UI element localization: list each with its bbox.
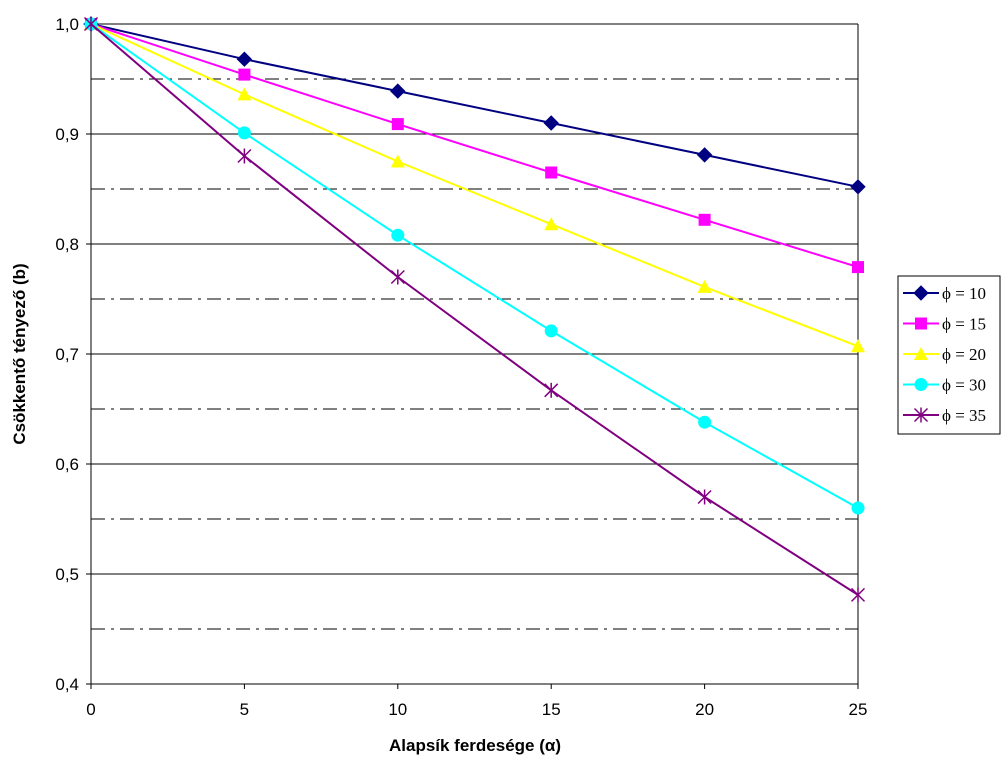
axes	[86, 23, 859, 689]
data-point	[237, 87, 252, 101]
y-tick-label: 0,4	[55, 675, 79, 694]
y-tick-label: 1,0	[55, 15, 79, 34]
data-point	[545, 166, 558, 179]
grid	[91, 23, 858, 630]
legend-label: ϕ = 35	[942, 406, 986, 425]
data-point	[391, 228, 405, 242]
y-tick-label: 0,9	[55, 125, 79, 144]
series-line	[90, 23, 859, 509]
y-tick-label: 0,5	[55, 565, 79, 584]
data-point	[390, 83, 406, 99]
data-point	[850, 179, 866, 195]
legend-marker	[914, 378, 928, 391]
data-point	[236, 51, 253, 67]
legend: ϕ = 10 ϕ = 15 ϕ = 20 ϕ = 30 ϕ = 35	[897, 275, 1001, 435]
x-tick-label: 25	[849, 700, 868, 719]
series-4	[83, 16, 866, 603]
data-point	[390, 154, 405, 168]
legend-marker	[913, 407, 929, 423]
y-tick-label: 0,7	[55, 345, 79, 364]
legend-label: ϕ = 15	[942, 315, 986, 334]
data-point	[237, 126, 251, 140]
series-2	[84, 17, 865, 353]
y-tick-label: 0,6	[55, 455, 79, 474]
legend-marker	[913, 285, 929, 301]
data-point	[851, 339, 865, 353]
data-point	[851, 501, 865, 515]
x-tick-label: 20	[695, 700, 714, 719]
legend-item: ϕ = 15	[903, 315, 986, 334]
tick-labels: 0,4 0,5 0,6 0,7 0,8 0,9 1,0 0 5 10 15 20 25	[55, 15, 867, 719]
series-line	[90, 23, 859, 348]
series-3	[84, 17, 865, 515]
legend-item: ϕ = 20	[903, 345, 986, 364]
data-point	[852, 261, 864, 274]
x-tick-label: 10	[388, 700, 407, 719]
legend-item: ϕ = 35	[903, 406, 986, 425]
series-0	[83, 16, 866, 195]
data-point	[83, 16, 99, 32]
data-point	[237, 148, 252, 164]
series-line	[90, 23, 859, 188]
data-point	[698, 415, 712, 429]
legend-label: ϕ = 10	[942, 284, 986, 303]
data-point	[697, 279, 712, 293]
data-point	[390, 269, 405, 285]
data-point	[697, 489, 712, 505]
data-point	[698, 213, 711, 226]
data-point	[544, 382, 559, 398]
y-axis-title: Csökkentő tényező (b)	[10, 263, 29, 444]
series-line	[90, 23, 859, 269]
data-point	[850, 587, 866, 603]
series-layer	[83, 16, 866, 603]
data-point	[544, 217, 559, 231]
series-1	[85, 18, 864, 274]
data-point	[544, 324, 558, 338]
legend-marker	[915, 317, 927, 330]
x-axis-title: Alapsík ferdesége (α)	[389, 736, 561, 755]
x-tick-label: 5	[240, 700, 249, 719]
x-tick-label: 15	[542, 700, 561, 719]
data-point	[391, 118, 404, 131]
series-line	[90, 23, 859, 596]
legend-item: ϕ = 10	[903, 284, 986, 303]
data-point	[696, 147, 713, 163]
y-tick-label: 0,8	[55, 235, 79, 254]
legend-label: ϕ = 30	[942, 376, 986, 395]
x-tick-label: 0	[86, 700, 95, 719]
legend-item: ϕ = 30	[903, 376, 986, 395]
data-point	[543, 115, 559, 131]
legend-label: ϕ = 20	[942, 345, 986, 364]
data-point	[238, 68, 251, 81]
legend-marker	[914, 347, 928, 360]
